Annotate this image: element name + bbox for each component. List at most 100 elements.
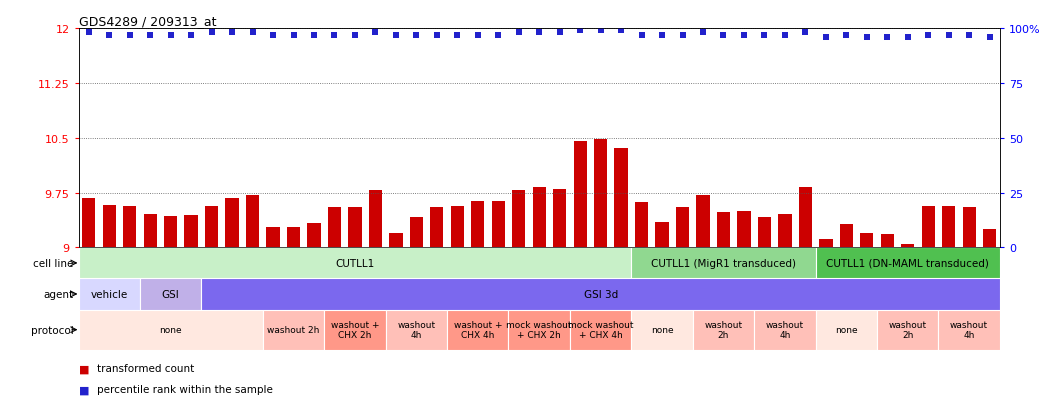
Text: cell line: cell line (32, 258, 73, 268)
Bar (737, 211, 751, 248)
Text: washout
4h: washout 4h (950, 320, 988, 339)
Point (920, 32, 937, 39)
Point (593, 28, 609, 34)
Bar (816, 310, 877, 350)
Bar (246, 195, 260, 248)
Point (101, 32, 117, 39)
Text: CUTLL1 (DN-MAML transduced): CUTLL1 (DN-MAML transduced) (826, 258, 989, 268)
Point (306, 32, 322, 39)
Bar (754, 310, 816, 350)
Bar (140, 279, 201, 310)
Text: CUTLL1 (MigR1 transduced): CUTLL1 (MigR1 transduced) (651, 258, 796, 268)
Bar (287, 228, 300, 248)
Bar (861, 233, 873, 248)
Point (428, 32, 445, 39)
Text: none: none (159, 325, 182, 335)
Bar (79, 248, 631, 279)
Bar (201, 279, 1000, 310)
Point (469, 32, 486, 39)
Bar (325, 310, 385, 350)
Bar (717, 213, 730, 248)
Bar (471, 202, 485, 248)
Bar (512, 191, 526, 248)
Point (674, 32, 691, 39)
Bar (184, 216, 198, 248)
Bar (799, 187, 812, 248)
Bar (225, 198, 239, 248)
Bar (693, 310, 754, 350)
Bar (533, 188, 545, 248)
Point (347, 32, 363, 39)
Point (387, 32, 404, 39)
Text: washout
2h: washout 2h (705, 320, 742, 339)
Bar (164, 216, 177, 248)
Point (244, 30, 261, 37)
Point (81, 30, 97, 37)
Point (265, 32, 282, 39)
Bar (816, 248, 1000, 279)
Point (878, 34, 895, 41)
Point (326, 32, 342, 39)
Bar (389, 233, 402, 248)
Point (552, 30, 569, 37)
Point (797, 30, 814, 37)
Bar (819, 239, 832, 248)
Bar (901, 244, 914, 248)
Point (777, 32, 794, 39)
Text: washout 2h: washout 2h (267, 325, 319, 335)
Text: mock washout
+ CHX 2h: mock washout + CHX 2h (507, 320, 572, 339)
Bar (205, 206, 218, 248)
Bar (631, 310, 693, 350)
Bar (79, 279, 140, 310)
Bar (758, 217, 771, 248)
Text: ■: ■ (79, 363, 89, 374)
Bar (574, 142, 586, 248)
Bar (778, 214, 792, 248)
Point (633, 32, 650, 39)
Bar (938, 310, 1000, 350)
Point (367, 30, 384, 37)
Point (449, 32, 466, 39)
Bar (430, 208, 444, 248)
Bar (983, 230, 997, 248)
Bar (143, 214, 157, 248)
Point (224, 30, 241, 37)
Text: GSI 3d: GSI 3d (583, 289, 618, 299)
Point (940, 32, 957, 39)
Bar (921, 207, 935, 248)
Bar (308, 223, 320, 248)
Bar (840, 224, 853, 248)
Text: GDS4289 / 209313_at: GDS4289 / 209313_at (79, 15, 216, 28)
Bar (962, 208, 976, 248)
Text: agent: agent (43, 289, 73, 299)
Bar (263, 310, 325, 350)
Bar (634, 202, 648, 248)
Point (612, 28, 629, 34)
Point (572, 28, 588, 34)
Text: mock washout
+ CHX 4h: mock washout + CHX 4h (567, 320, 633, 339)
Bar (82, 198, 95, 248)
Bar (631, 248, 816, 279)
Point (736, 32, 753, 39)
Point (183, 32, 200, 39)
Bar (615, 149, 628, 248)
Bar (570, 310, 631, 350)
Point (859, 34, 875, 41)
Text: none: none (836, 325, 857, 335)
Text: transformed count: transformed count (97, 363, 195, 374)
Text: washout
2h: washout 2h (889, 320, 927, 339)
Point (510, 30, 527, 37)
Text: washout
4h: washout 4h (765, 320, 804, 339)
Bar (328, 208, 341, 248)
Bar (450, 207, 464, 248)
Point (818, 34, 834, 41)
Bar (124, 206, 136, 248)
Bar (492, 202, 505, 248)
Point (715, 32, 732, 39)
Bar (553, 190, 566, 248)
Bar (509, 310, 570, 350)
Bar (696, 195, 710, 248)
Point (490, 32, 507, 39)
Text: CUTLL1: CUTLL1 (335, 258, 375, 268)
Point (694, 30, 711, 37)
